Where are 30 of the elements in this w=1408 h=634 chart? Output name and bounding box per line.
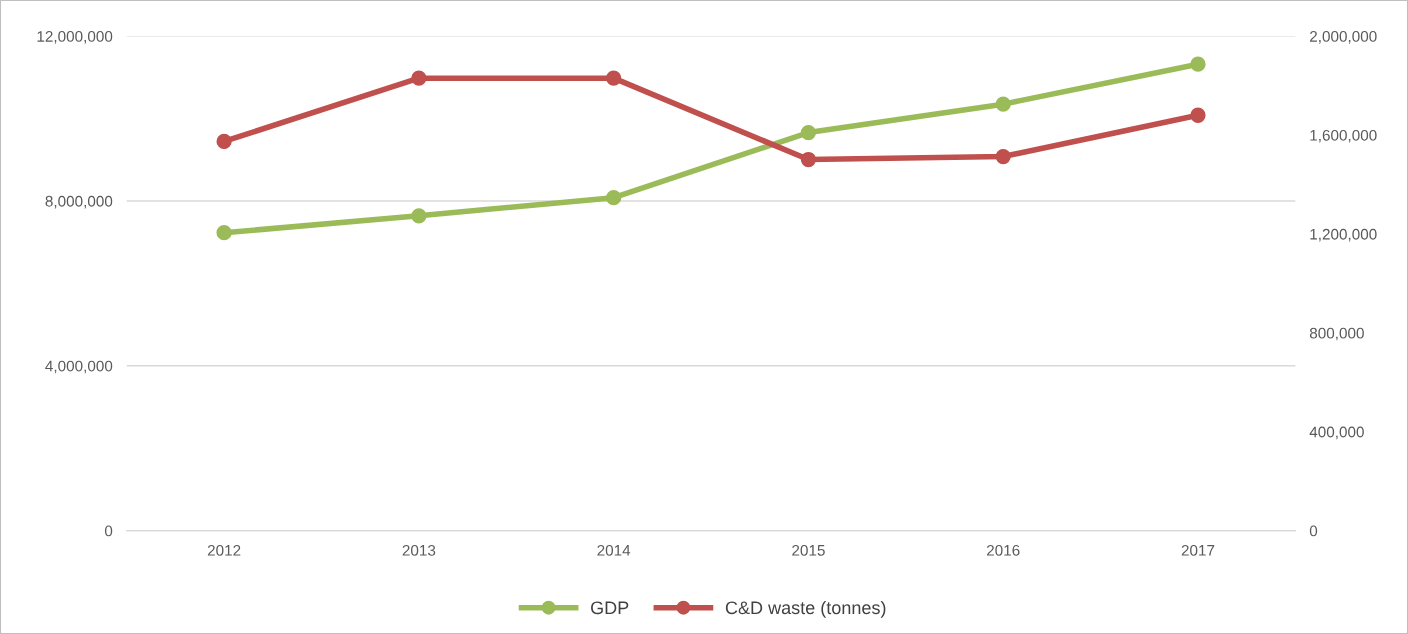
point <box>606 70 622 86</box>
y2-tick-label: 0 <box>1309 525 1318 537</box>
point <box>411 208 427 224</box>
point <box>995 148 1011 165</box>
point <box>411 70 427 86</box>
legend-label: C&D waste (tonnes) <box>725 600 886 618</box>
point <box>800 151 817 168</box>
x-tick-label: 2013 <box>402 544 436 556</box>
point <box>995 96 1011 112</box>
point <box>1190 56 1206 72</box>
y-tick-label: 8,000,000 <box>45 195 113 209</box>
y2-tick-label: 1,200,000 <box>1310 228 1377 242</box>
point <box>1190 107 1206 123</box>
x-tick-label: 2016 <box>986 544 1020 556</box>
y-tick-label: 0 <box>104 525 113 537</box>
y2-tick-label: 800,000 <box>1309 327 1364 341</box>
x-tick-label: 2012 <box>207 544 241 556</box>
y2-tick-label: 1,600,000 <box>1310 129 1377 143</box>
x-tick-label: 2014 <box>597 544 631 556</box>
y-tick-label: 4,000,000 <box>45 360 113 374</box>
point <box>216 225 232 241</box>
point <box>216 133 232 150</box>
y2-tick-label: 2,000,000 <box>1310 31 1377 44</box>
x-tick-label: 2015 <box>792 544 825 556</box>
point <box>800 124 817 141</box>
x-tick-label: 2017 <box>1181 544 1215 556</box>
y-tick-label: 12,000,000 <box>37 31 113 44</box>
y2-tick-label: 400,000 <box>1309 426 1364 440</box>
point <box>606 190 622 206</box>
legend-label: GDP <box>591 601 629 615</box>
